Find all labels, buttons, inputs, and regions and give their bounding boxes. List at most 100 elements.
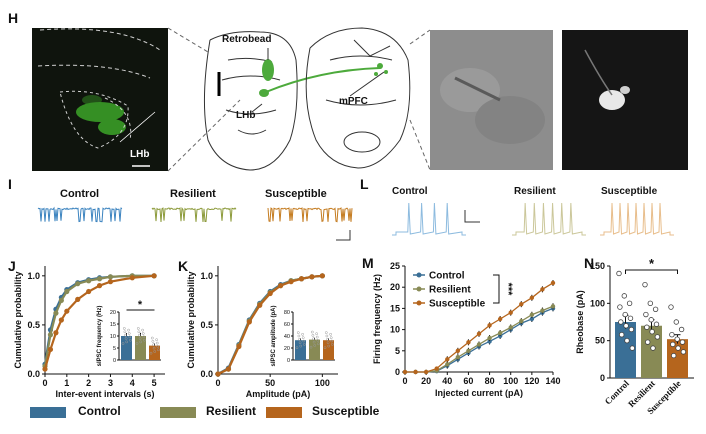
- panel-n-datapoint: [649, 329, 655, 335]
- panel-n-datapoint: [675, 345, 681, 351]
- panel-j-inset-datapoint: [121, 342, 125, 345]
- panel-j-xtick-label: 4: [130, 378, 135, 388]
- panel-label-h: H: [8, 10, 19, 26]
- schematic-label-retrobead: Retrobead: [222, 34, 272, 45]
- panel-j-inset-ytick-label: 5: [113, 346, 116, 352]
- panel-j-inset-datapoint: [138, 333, 141, 337]
- panel-k-xtick-label: 0: [215, 378, 220, 388]
- panel-k-inset-datapoint: [330, 339, 334, 343]
- panel-n-datapoint: [642, 281, 648, 288]
- ap-scale-bar: [464, 210, 480, 223]
- panel-k-inset-datapoint: [296, 331, 300, 334]
- panel-j-inset-datapoint: [153, 350, 157, 353]
- panel-k-ytick-label: 0.5: [200, 320, 213, 330]
- panel-n-bar-susceptible: [667, 339, 688, 378]
- panel-j-inset-datapoint: [155, 338, 158, 342]
- panel-m-xtick-label: 120: [524, 376, 539, 386]
- panel-j-inset-datapoint: [141, 328, 144, 332]
- ap-label-resilient: Resilient: [514, 186, 556, 197]
- panel-k-inset-datapoint: [312, 340, 316, 344]
- panel-m-legend-label-control: Control: [429, 271, 465, 282]
- panel-n-datapoint: [678, 326, 685, 333]
- trace-scale-bar: [336, 230, 351, 241]
- panel-j-inset-ylabel: sIPSC frequency (Hz): [97, 306, 103, 367]
- retrobead-injection: [262, 59, 274, 81]
- schematic-label-lhb: LHb: [236, 110, 256, 121]
- panel-n-datapoint: [680, 349, 687, 355]
- ap-label-susceptible: Susceptible: [601, 186, 658, 197]
- panel-k-inset-datapoint: [323, 346, 327, 350]
- panel-m-point-susceptible: [466, 340, 471, 345]
- panel-j-inset-datapoint: [150, 336, 154, 340]
- fluorescent-neuron: [599, 90, 625, 110]
- ap-label-control: Control: [392, 186, 428, 197]
- panel-m-point-susceptible: [423, 369, 429, 375]
- panel-n-ytick-label: 100: [590, 298, 605, 308]
- panel-m-xtick-label: 100: [503, 376, 518, 386]
- panel-k-inset-ytick-label: 20: [284, 346, 290, 352]
- panel-k-line-susceptible: [217, 274, 323, 375]
- panel-label-m: M: [362, 255, 374, 271]
- panel-m-point-resilient: [540, 308, 545, 313]
- panel-m-point-susceptible: [445, 357, 450, 362]
- panel-k-inset-datapoint: [329, 336, 333, 340]
- panel-n-datapoint: [668, 304, 674, 310]
- panel-n-datapoint: [669, 331, 675, 338]
- panel-k-inset-datapoint: [297, 334, 301, 338]
- trace-label-resilient: Resilient: [170, 188, 216, 200]
- panel-m-point-susceptible: [508, 310, 513, 315]
- panel-m-point-susceptible: [550, 280, 556, 286]
- panel-n-datapoint: [627, 315, 634, 321]
- panel-j-xtick-label: 2: [86, 378, 91, 388]
- panel-k-inset-datapoint: [315, 335, 319, 339]
- panel-k-inset-datapoint: [313, 344, 317, 347]
- panel-n-datapoint: [644, 324, 650, 330]
- panel-n-datapoint: [671, 352, 677, 359]
- panel-j-inset-bar-control: [121, 336, 132, 360]
- panel-k-inset-datapoint: [326, 341, 330, 345]
- panel-j-inset-bar-resilient: [135, 336, 146, 360]
- panel-j-inset-ytick-label: 15: [110, 322, 116, 328]
- panel-j-line-resilient: [43, 274, 155, 367]
- panel-m-point-susceptible: [455, 348, 461, 353]
- panel-j-inset-datapoint: [137, 330, 141, 334]
- panel-n-datapoint: [618, 319, 624, 325]
- panel-n-datapoint: [628, 326, 635, 333]
- panel-m-ytick-label: 10: [390, 325, 400, 335]
- legend-swatch-control: [30, 407, 66, 418]
- panel-j-inset-datapoint: [157, 348, 160, 352]
- panel-m-ytick-label: 15: [390, 303, 400, 313]
- legend-swatch-resilient: [160, 407, 196, 418]
- panel-label-j: J: [8, 258, 16, 274]
- panel-k-inset-datapoint: [331, 343, 334, 346]
- panel-m-xtick-label: 60: [463, 376, 473, 386]
- sipsc-trace-susceptible: [267, 207, 353, 223]
- legend-label-susceptible: Susceptible: [312, 404, 380, 418]
- panel-k-xtick-label: 50: [265, 378, 275, 388]
- trace-label-susceptible: Susceptible: [265, 188, 327, 200]
- panel-n-datapoint: [673, 319, 679, 325]
- lhb-pointer-line: [119, 111, 156, 143]
- panel-n-datapoint: [645, 339, 651, 345]
- panel-m-point-resilient: [445, 362, 450, 367]
- panel-n-ylabel: Rheobase (pA): [575, 290, 585, 354]
- dic-texture: [440, 68, 545, 144]
- panel-j-inset-datapoint: [122, 327, 126, 330]
- panel-n-datapoint: [674, 336, 680, 342]
- panel-m-ytick-label: 5: [395, 346, 400, 356]
- legend-label-control: Control: [78, 404, 121, 418]
- panel-m-xtick-label: 40: [442, 376, 452, 386]
- panel-j-inset-datapoint: [136, 327, 140, 330]
- panel-j-inset-datapoint: [124, 333, 127, 337]
- panel-m-point-susceptible: [402, 369, 408, 375]
- panel-m-legend-label-resilient: Resilient: [429, 285, 471, 296]
- panel-n-datapoint: [624, 337, 630, 344]
- panel-n-datapoint: [653, 321, 660, 327]
- panel-j-ytick-label: 1.0: [27, 271, 40, 281]
- panel-m-point-susceptible: [540, 287, 545, 292]
- panel-k-xtick-label: 100: [315, 378, 330, 388]
- panel-k-inset-datapoint: [302, 339, 306, 343]
